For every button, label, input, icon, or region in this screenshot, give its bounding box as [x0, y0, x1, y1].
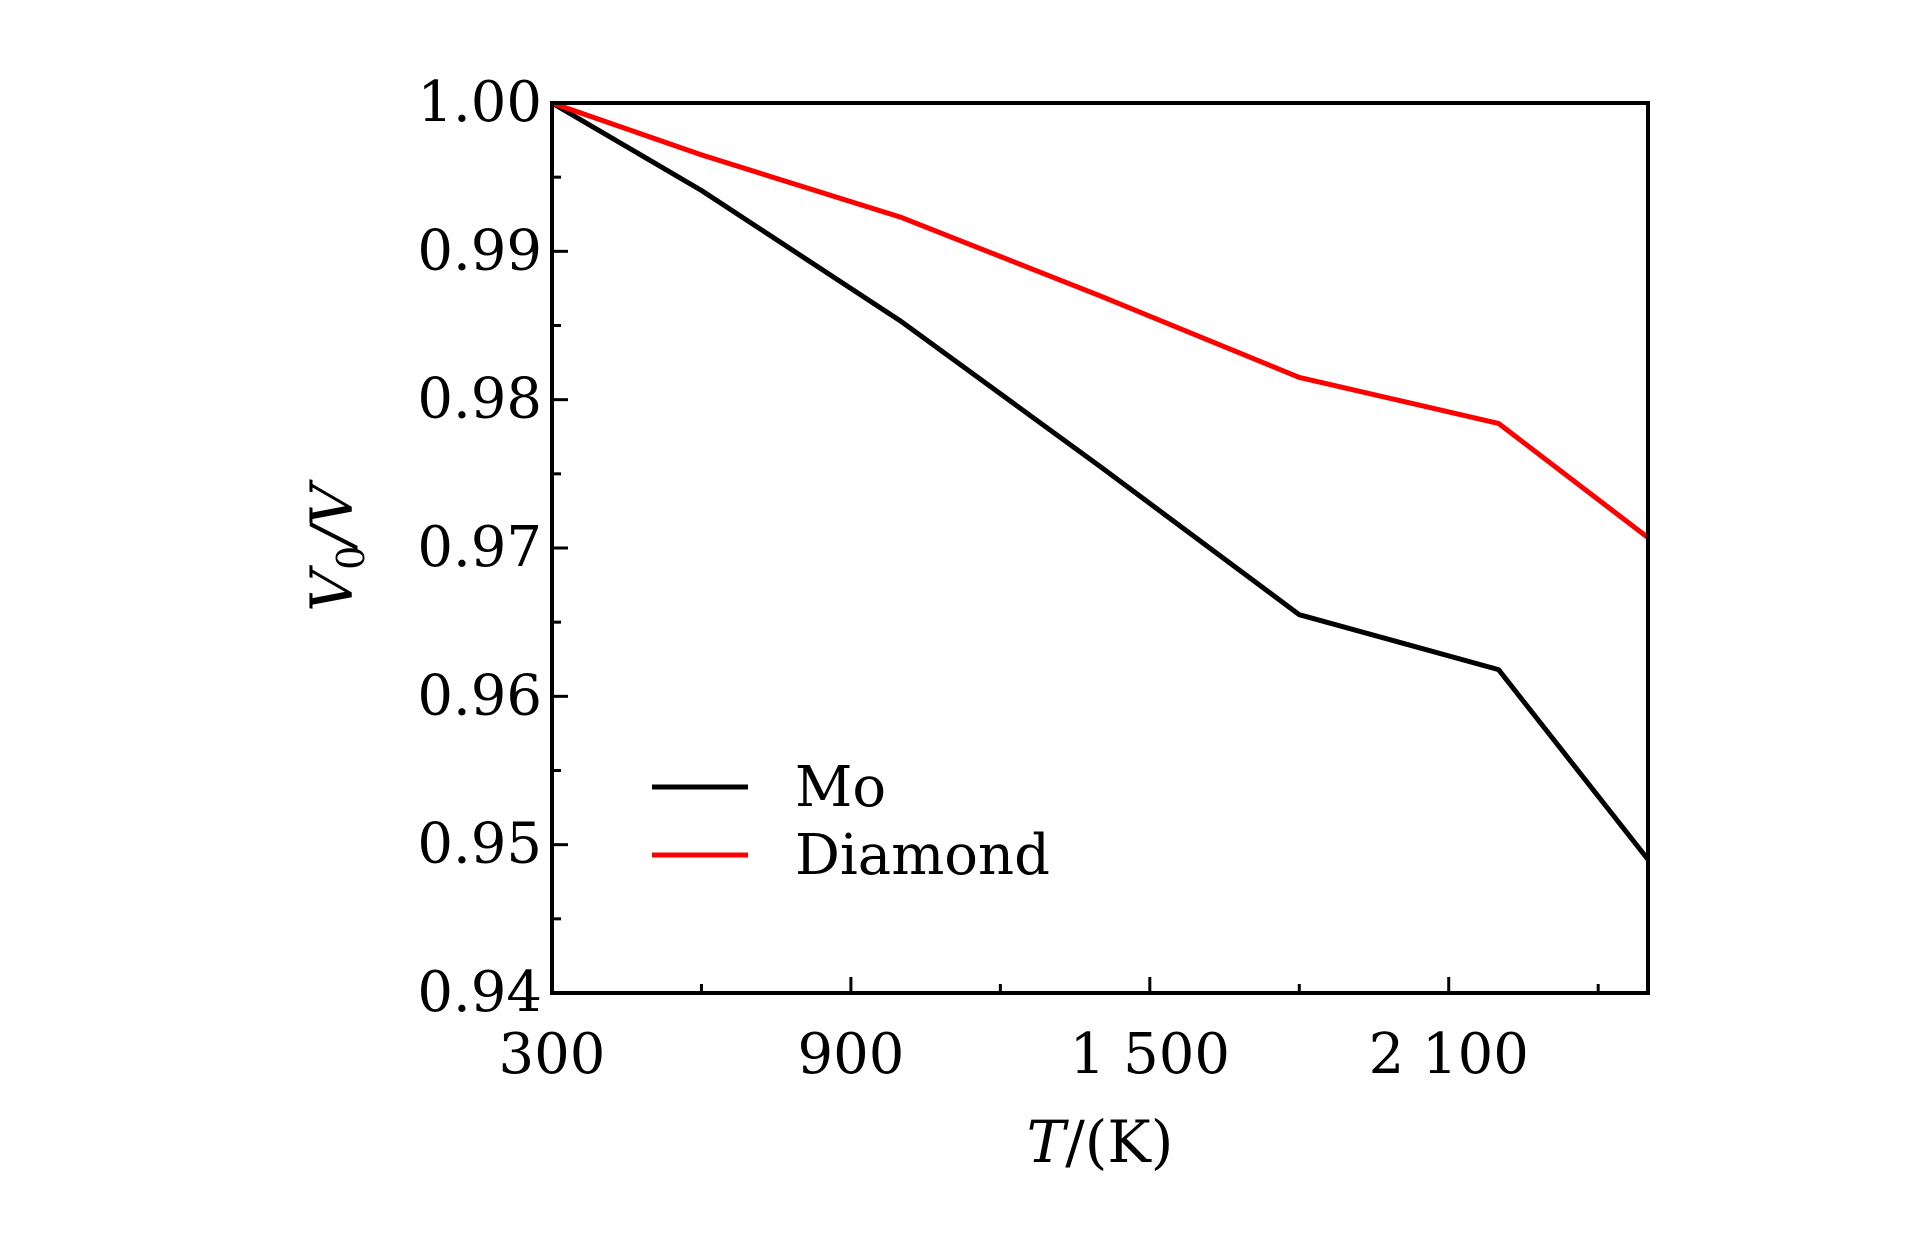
y-axis-title-subscript: 0: [329, 546, 373, 570]
y-tick-labels: 0.94 0.95 0.96 0.97 0.98 0.99 1.00: [417, 70, 542, 1025]
x-axis-title-var: T: [1027, 1108, 1070, 1176]
y-axis-title: V0/V: [298, 479, 373, 612]
legend-label-diamond: Diamond: [795, 823, 1050, 888]
x-axis-title-unit: /(K): [1065, 1108, 1173, 1176]
y-tick-label: 1.00: [417, 70, 542, 135]
x-axis-title: T/(K): [1027, 1108, 1174, 1176]
x-tick-label: 900: [797, 1022, 904, 1087]
y-tick-label: 0.95: [417, 812, 542, 877]
y-tick-label: 0.98: [417, 367, 542, 432]
series-line-diamond: [551, 100, 1650, 540]
series-group: [550, 100, 1650, 862]
x-tick-label: 300: [499, 1022, 606, 1087]
y-tick-label: 0.97: [417, 515, 542, 580]
x-tick-labels: 300 900 1 500 2 100: [499, 1022, 1529, 1087]
x-tick-label: 2 100: [1369, 1022, 1529, 1087]
series-line-mo: [550, 100, 1650, 862]
y-tick-label: 0.99: [417, 218, 542, 283]
y-tick-label: 0.96: [417, 663, 542, 728]
legend-label-mo: Mo: [795, 755, 886, 820]
x-tick-label: 1 500: [1070, 1022, 1230, 1087]
y-axis-title-v0: V: [298, 565, 366, 612]
y-tick-label: 0.94: [417, 960, 542, 1025]
ticks-group: [550, 101, 1600, 995]
plot-frame: [550, 101, 1650, 995]
y-axis-title-rest: /V: [298, 479, 366, 551]
